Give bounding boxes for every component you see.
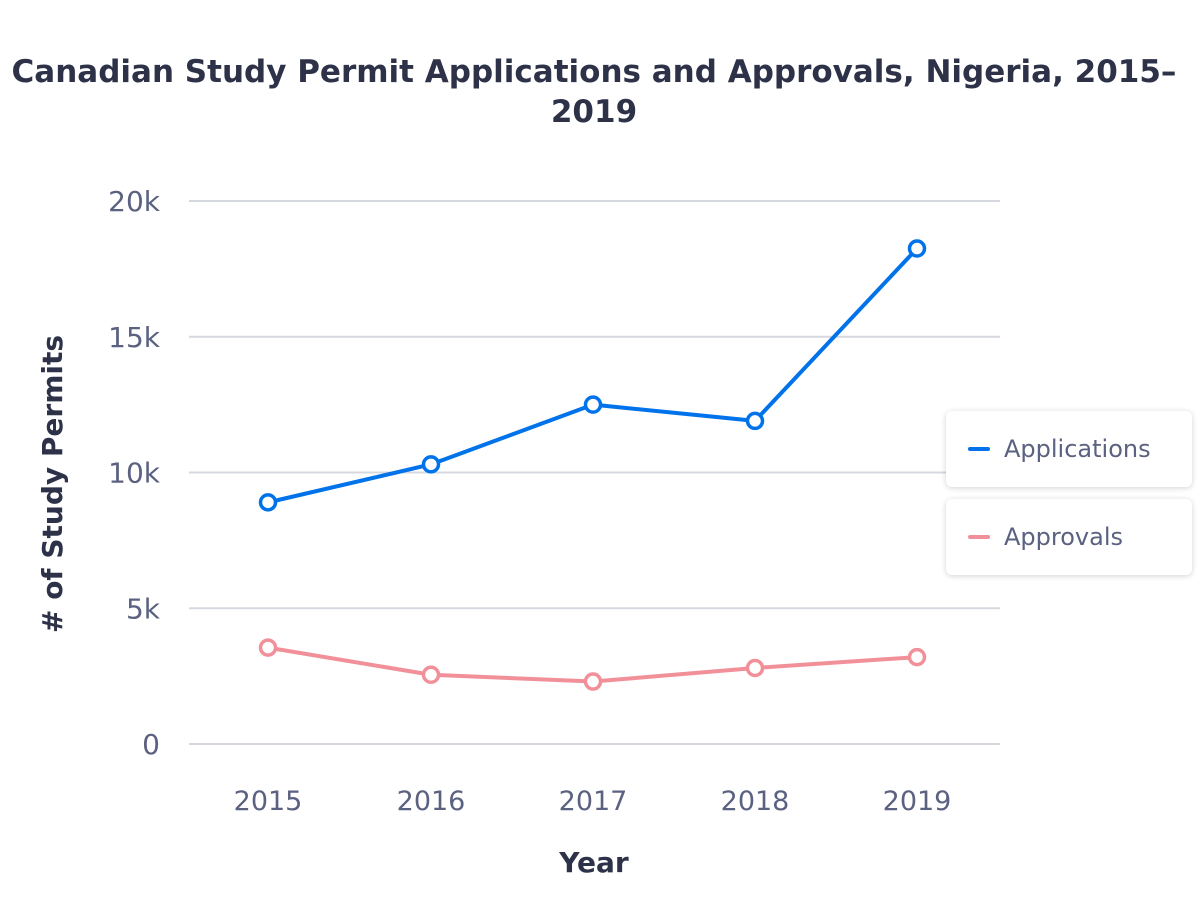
y-tick-label: 0: [142, 728, 160, 761]
x-tick-label: 2018: [721, 786, 790, 817]
y-tick-label: 20k: [108, 185, 161, 218]
legend-swatch: [968, 447, 990, 451]
x-tick-label: 2019: [883, 786, 952, 817]
data-point: [745, 411, 765, 431]
y-axis-label: # of Study Permits: [36, 335, 69, 633]
y-tick-label: 5k: [126, 592, 161, 625]
data-point: [907, 239, 927, 258]
data-point: [745, 658, 765, 678]
x-tick-label: 2016: [397, 786, 466, 817]
chart-title: Canadian Study Permit Applications and A…: [11, 54, 1177, 130]
y-tick-label: 10k: [108, 457, 161, 490]
legend-label: Approvals: [1004, 523, 1123, 551]
data-point: [258, 493, 278, 512]
legend-item-applications[interactable]: Applications: [946, 411, 1192, 487]
x-tick-label: 2015: [234, 786, 303, 817]
legend-swatch: [968, 535, 990, 539]
y-tick-label: 15k: [108, 321, 161, 354]
x-tick-label: 2017: [559, 786, 628, 817]
data-point: [421, 455, 441, 474]
legend-item-approvals[interactable]: Approvals: [946, 499, 1192, 575]
data-point: [258, 638, 278, 657]
x-axis-label: Year: [558, 846, 629, 879]
series-line-applications: [267, 247, 919, 505]
legend-label: Applications: [1004, 435, 1151, 463]
data-point: [421, 665, 441, 685]
data-point: [907, 647, 927, 667]
data-point: [583, 672, 603, 691]
data-point: [583, 395, 603, 414]
